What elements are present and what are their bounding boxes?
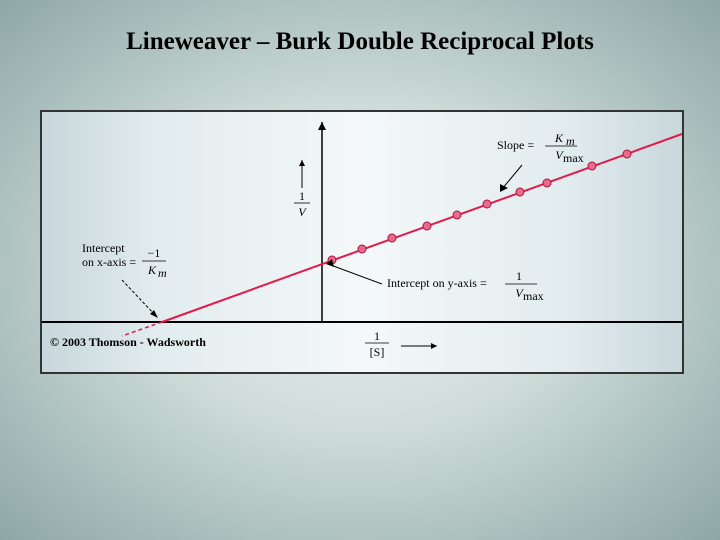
- svg-text:V: V: [298, 205, 307, 219]
- svg-text:1: 1: [374, 329, 380, 343]
- regression-line: [162, 134, 682, 322]
- lineweaver-burk-plot: 1 V 1 [S] Slope = K m V max: [40, 110, 684, 374]
- svg-text:on x-axis =: on x-axis =: [82, 255, 136, 269]
- line-dashed-extension: [122, 322, 162, 336]
- data-point: [453, 211, 461, 219]
- data-point: [516, 188, 524, 196]
- slope-label: Slope = K m V max: [497, 131, 584, 192]
- data-point: [388, 234, 396, 242]
- data-point: [358, 245, 366, 253]
- svg-text:Intercept on y-axis =: Intercept on y-axis =: [387, 276, 487, 290]
- y-axis-arrow-icon: [318, 122, 326, 130]
- data-point: [588, 162, 596, 170]
- svg-text:Intercept: Intercept: [82, 241, 125, 255]
- x-axis-label: 1 [S]: [365, 329, 437, 359]
- chart-svg: 1 V 1 [S] Slope = K m V max: [42, 112, 682, 372]
- y-axis-label: 1 V: [294, 160, 310, 219]
- data-point: [543, 179, 551, 187]
- copyright-text: © 2003 Thomson - Wadsworth: [50, 335, 206, 349]
- x-intercept-label: Intercept on x-axis = −1 K m: [82, 241, 167, 318]
- y-intercept-label: Intercept on y-axis = 1 V max: [326, 259, 544, 303]
- svg-text:1: 1: [516, 269, 522, 283]
- slide: Lineweaver – Burk Double Reciprocal Plot…: [0, 0, 720, 540]
- svg-text:Slope =: Slope =: [497, 138, 534, 152]
- data-point: [483, 200, 491, 208]
- svg-text:[S]: [S]: [370, 345, 385, 359]
- svg-text:K: K: [554, 131, 564, 145]
- svg-text:1: 1: [299, 189, 305, 203]
- svg-text:max: max: [563, 151, 584, 165]
- page-title: Lineweaver – Burk Double Reciprocal Plot…: [0, 28, 720, 56]
- data-point: [623, 150, 631, 158]
- svg-text:−1: −1: [148, 246, 161, 260]
- svg-text:K: K: [147, 263, 157, 277]
- data-point: [423, 222, 431, 230]
- svg-text:max: max: [523, 289, 544, 303]
- svg-text:m: m: [158, 266, 167, 280]
